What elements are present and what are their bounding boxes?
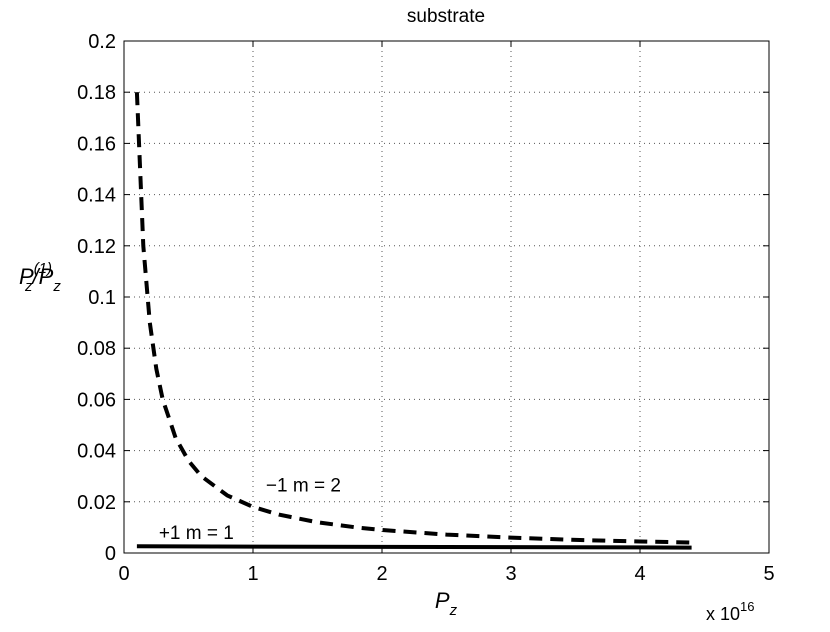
grid xyxy=(124,41,769,553)
y-tick-label: 0.08 xyxy=(77,338,116,360)
y-tick-label: 0.2 xyxy=(88,31,116,53)
y-tick-label: 0.16 xyxy=(77,133,116,155)
ticks: 0 1 2 3 4 5 0 0.02 0.04 0.06 0.08 0.1 0.12 0.14 0.16 0.… xyxy=(77,31,775,585)
x-axis-label: Pz xyxy=(435,588,458,619)
x-tick-label: 1 xyxy=(247,563,258,585)
y-axis-label: P(1) z/Pz xyxy=(19,260,61,295)
annotations: −1 m = 2 +1 m = 1 xyxy=(159,476,341,544)
annotation-label: +1 m = 1 xyxy=(159,523,234,544)
series-line-solid xyxy=(136,544,692,550)
x-tick-label: 0 xyxy=(118,563,129,585)
y-tick-label: 0.12 xyxy=(77,236,116,258)
y-tick-label: 0.14 xyxy=(77,185,116,207)
x-tick-label: 3 xyxy=(505,563,516,585)
x-tick-label: 4 xyxy=(634,563,645,585)
y-tick-label: 0.1 xyxy=(88,287,116,309)
x-tick-label: 2 xyxy=(376,563,387,585)
y-tick-label: 0 xyxy=(105,543,116,565)
plot-area xyxy=(124,41,769,553)
y-tick-label: 0.04 xyxy=(77,441,116,463)
x-tick-label: 5 xyxy=(763,563,774,585)
x-axis-exponent: x 1016 xyxy=(706,599,755,624)
y-tick-label: 0.18 xyxy=(77,82,116,104)
chart-title: substrate xyxy=(407,6,485,27)
series-layer xyxy=(134,92,692,550)
y-tick-label: 0.06 xyxy=(77,389,116,411)
series-line-dashed xyxy=(134,92,692,545)
y-tick-label: 0.02 xyxy=(77,492,116,514)
annotation-label: −1 m = 2 xyxy=(266,476,341,497)
